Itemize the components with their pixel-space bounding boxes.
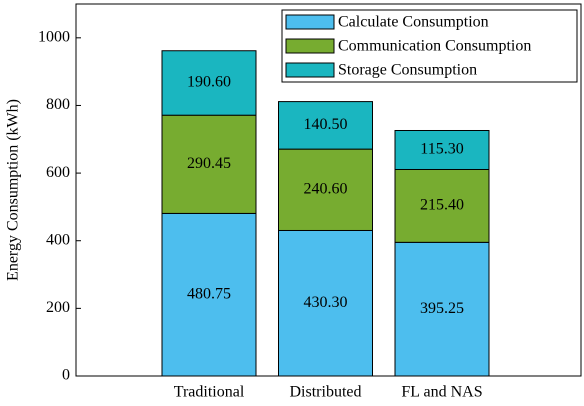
value-label: 190.60 bbox=[187, 74, 231, 91]
value-label: 215.40 bbox=[420, 197, 464, 214]
bar-segment bbox=[278, 229, 373, 377]
legend-label: Storage Consumption bbox=[338, 62, 477, 79]
y-tick-label: 400 bbox=[46, 231, 70, 248]
value-label: 240.60 bbox=[304, 180, 348, 197]
y-tick-label: 800 bbox=[46, 96, 70, 113]
value-label: 140.50 bbox=[304, 116, 348, 133]
bar-segment bbox=[161, 50, 257, 116]
legend-swatch bbox=[285, 62, 335, 78]
bar-segment bbox=[161, 114, 257, 214]
y-tick-label: 200 bbox=[46, 299, 70, 316]
value-label: 395.25 bbox=[420, 300, 464, 317]
value-label: 115.30 bbox=[420, 141, 463, 158]
bar-segment bbox=[278, 101, 373, 150]
value-label: 480.75 bbox=[187, 285, 231, 302]
value-label: 430.30 bbox=[304, 294, 348, 311]
x-tick-label: Traditional bbox=[174, 384, 245, 401]
y-tick-label: 1000 bbox=[38, 28, 70, 45]
bar-segment bbox=[394, 168, 490, 243]
x-tick-label: FL and NAS bbox=[401, 384, 482, 401]
bar-segment bbox=[278, 148, 373, 231]
x-tick-label: Distributed bbox=[290, 384, 362, 401]
plot-frame bbox=[75, 3, 582, 377]
value-label: 290.45 bbox=[187, 155, 231, 172]
legend-swatch bbox=[285, 38, 335, 54]
y-tick-label: 600 bbox=[46, 164, 70, 181]
legend-label: Calculate Consumption bbox=[338, 14, 489, 31]
legend-swatch bbox=[285, 14, 335, 30]
legend-label: Communication Consumption bbox=[338, 38, 531, 55]
y-axis-label: Energy Consumption (kWh) bbox=[5, 99, 22, 281]
bar-segment bbox=[394, 129, 490, 170]
y-tick-label: 0 bbox=[62, 367, 70, 384]
